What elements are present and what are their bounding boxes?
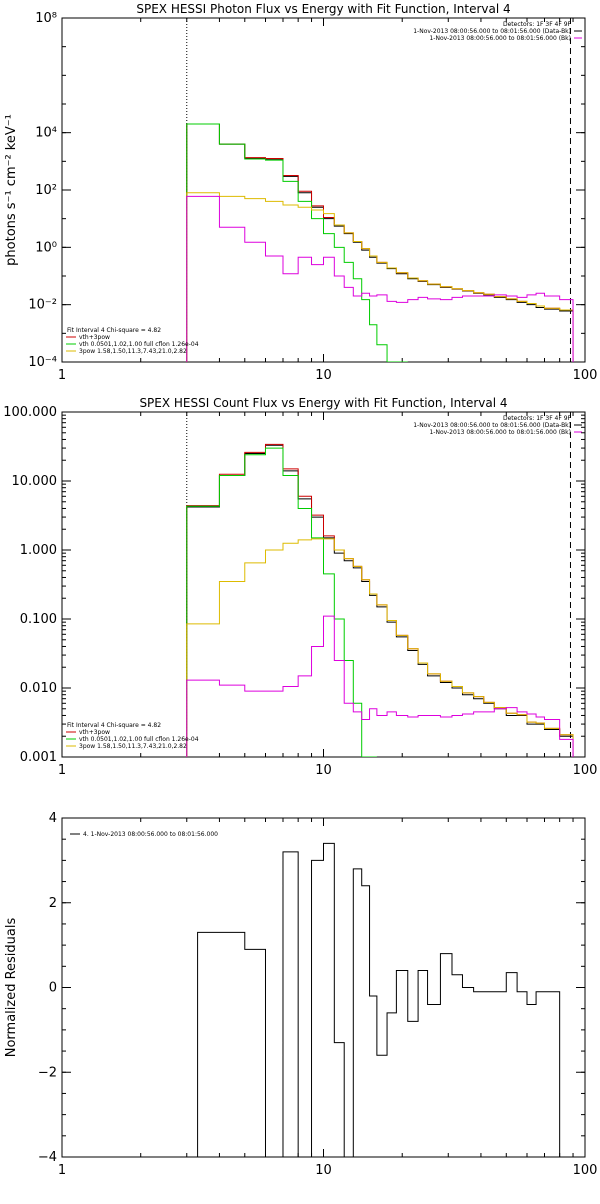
series-4-1-nov-2013-08-00-56-000-to-08-01-56-000-line bbox=[197, 842, 574, 1157]
series-vth-line bbox=[186, 447, 377, 757]
y-tick-label: 10⁰ bbox=[35, 240, 57, 255]
y-tick-label: 0.100 bbox=[20, 612, 57, 627]
legend-bottom-left-entry: vth 0.0501,1.02,1.00 full cflon 1.26e-04 bbox=[79, 341, 199, 348]
legend-bottom-left-entry: vth+3pow bbox=[79, 334, 110, 341]
y-tick-label: 10² bbox=[35, 183, 57, 198]
y-axis-label: photons s⁻¹ cm⁻² keV⁻¹ bbox=[4, 114, 19, 266]
chart-panel-1: SPEX HESSI Photon Flux vs Energy with Fi… bbox=[4, 2, 597, 383]
y-tick-label: 0 bbox=[49, 981, 57, 996]
y-axis-label: Normalized Residuals bbox=[4, 918, 19, 1058]
x-tick-label: 100 bbox=[573, 368, 598, 383]
chart-title: SPEX HESSI Count Flux vs Energy with Fit… bbox=[139, 396, 507, 410]
x-tick-label: 10 bbox=[315, 368, 332, 383]
series-data-bk-line bbox=[186, 123, 574, 362]
series-bk-line bbox=[186, 195, 574, 362]
legend-bottom-left-entry: 3pow 1.58,1.50,11.3,7.43,21.0,2.82 bbox=[79, 348, 187, 355]
chart-panel-3: 1 10 100 −4 −2 0 2 4 Normalized Residuals 4. 1-No… bbox=[4, 811, 597, 1178]
series-vth-3pow-line bbox=[186, 443, 574, 757]
legend-bottom-left-entry: 3pow 1.58,1.50,11.3,7.43,21.0,2.82 bbox=[79, 743, 187, 750]
y-tick-label: 10⁸ bbox=[35, 11, 57, 26]
y-tick-label: 0.001 bbox=[20, 750, 57, 765]
chart-title: SPEX HESSI Photon Flux vs Energy with Fi… bbox=[136, 2, 510, 16]
series-bk-line bbox=[186, 615, 574, 757]
plot-frame bbox=[61, 411, 586, 758]
legend-top-right-entry: 1-Nov-2013 08:00:56.000 to 08:01:56.000 … bbox=[429, 35, 571, 42]
x-tick-label: 100 bbox=[573, 1163, 598, 1178]
legend-bottom-left-entry: vth 0.0501,1.02,1.00 full cflon 1.26e-04 bbox=[79, 736, 199, 743]
x-tick-label: 10 bbox=[315, 763, 332, 778]
series-data-bk-line bbox=[186, 444, 574, 757]
chart-panel-2: SPEX HESSI Count Flux vs Energy with Fit… bbox=[3, 396, 597, 778]
legend-top-right-entry: 1-Nov-2013 08:00:56.000 to 08:01:56.000 … bbox=[413, 422, 571, 429]
y-tick-label: 100.000 bbox=[3, 405, 57, 420]
y-tick-label: 10⁻² bbox=[28, 298, 57, 313]
series-group bbox=[197, 842, 574, 1157]
series-group bbox=[186, 443, 574, 757]
series-group bbox=[186, 123, 574, 362]
legend-bottom-left-entry: Fit Interval 4 Chi-square = 4.82 bbox=[67, 722, 161, 729]
y-tick-label: 10.000 bbox=[12, 474, 58, 489]
legend-bottom-left-entry: Fit Interval 4 Chi-square = 4.82 bbox=[67, 327, 161, 334]
x-tick-label: 1 bbox=[58, 368, 66, 383]
legend-top-right-entry: 1-Nov-2013 08:00:56.000 to 08:01:56.000 … bbox=[429, 429, 571, 436]
plot-frame bbox=[61, 17, 586, 363]
x-tick-label: 10 bbox=[315, 1163, 332, 1178]
x-tick-label: 100 bbox=[573, 763, 598, 778]
y-tick-label: −2 bbox=[38, 1065, 57, 1080]
series-vth-3pow-line bbox=[186, 123, 574, 362]
series-3pow-line bbox=[186, 192, 574, 362]
legend-top-right-entry: Detectors: 1F 3F 4F 9F bbox=[503, 415, 572, 422]
legend-bottom-left-entry: vth+3pow bbox=[79, 729, 110, 736]
series-vth-line bbox=[186, 123, 408, 362]
y-tick-label: 10⁴ bbox=[35, 126, 57, 141]
y-tick-label: 2 bbox=[49, 896, 57, 911]
y-tick-label: 10⁻⁴ bbox=[28, 355, 57, 370]
y-tick-label: 1.000 bbox=[20, 543, 57, 558]
y-tick-label: 4 bbox=[49, 811, 57, 826]
series-3pow-line bbox=[186, 538, 574, 757]
y-tick-label: −4 bbox=[38, 1150, 57, 1165]
y-tick-label: 0.010 bbox=[20, 681, 57, 696]
legend-top-right-entry: Detectors: 1F 3F 4F 9F bbox=[503, 21, 572, 28]
legend-top-right-entry: 1-Nov-2013 08:00:56.000 to 08:01:56.000 … bbox=[413, 28, 571, 35]
x-tick-label: 1 bbox=[58, 1163, 66, 1178]
legend-top-left-entry: 4. 1-Nov-2013 08:00:56.000 to 08:01:56.0… bbox=[83, 831, 218, 838]
x-tick-label: 1 bbox=[58, 763, 66, 778]
